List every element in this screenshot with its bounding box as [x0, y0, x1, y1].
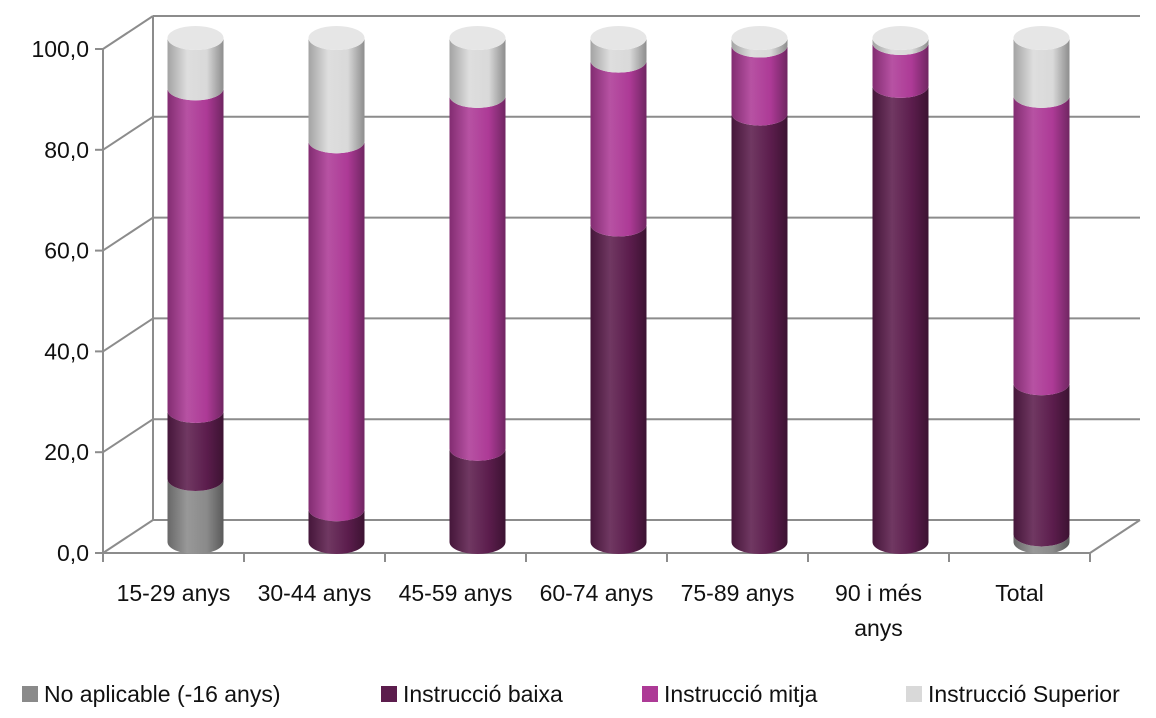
gridline-side-2: [102, 317, 154, 353]
bar-30-44-anys-instrucci-baixa: [308, 509, 365, 554]
x-tick-label: 15-29 anys: [117, 580, 231, 606]
bar-75-89-anys-instrucci-mitja: [731, 45, 788, 126]
bar-15-29-anys-instrucci-superior: [167, 38, 224, 101]
bar-60-74-anys-instrucci-superior-top: [590, 26, 647, 50]
bar-75-89-anys-instrucci-superior-top: [731, 26, 788, 50]
bars: [167, 26, 1070, 555]
x-tick-label: 60-74 anys: [540, 580, 654, 606]
legend-label-instrucci-mitja: Instrucció mitja: [664, 681, 818, 707]
bar-total-instrucci-superior: [1013, 38, 1070, 108]
y-tick-label: 20,0: [44, 439, 89, 465]
legend: No aplicable (-16 anys) Instrucció baixa I…: [22, 681, 1120, 707]
bar-75-89-anys-instrucci-baixa: [731, 113, 788, 554]
bar-90-i-m-s-anys-instrucci-mitja: [872, 43, 929, 98]
bar-75-89-anys-instrucci-superior: [731, 38, 788, 58]
x-tick-label-line: 45-59 anys: [399, 580, 513, 606]
bar-45-59-anys-instrucci-baixa: [449, 448, 506, 554]
bar-30-44-anys-instrucci-superior-top: [308, 26, 365, 50]
bar-45-59-anys-instrucci-mitja: [449, 95, 506, 461]
x-tick-label: 30-44 anys: [258, 580, 372, 606]
bar-15-29-anys-instrucci-mitja: [167, 88, 224, 423]
x-tick-label-line: anys: [854, 615, 903, 641]
bar-90-i-m-s-anys-instrucci-baixa: [872, 85, 929, 554]
y-axis-tick-labels: 0,0 20,0 40,0 60,0 80,0 100,0: [31, 36, 89, 566]
x-tick-label-line: 60-74 anys: [540, 580, 654, 606]
bar-15-29-anys-instrucci-baixa: [167, 410, 224, 491]
gridline-side-5: [102, 15, 154, 50]
bar-60-74-anys-instrucci-mitja: [590, 60, 647, 237]
legend-swatch-instrucci-mitja: [642, 686, 658, 702]
y-tick-label: 100,0: [31, 36, 89, 62]
bar-90-i-m-s-anys-instrucci-superior-top: [872, 26, 929, 50]
x-tick-label: 90 i més anys: [835, 580, 922, 641]
gridline-side-1: [102, 418, 154, 454]
gridline-side-0: [102, 519, 154, 554]
bar-total-instrucci-superior-top: [1013, 26, 1070, 50]
bar-total-instrucci-mitja: [1013, 95, 1070, 396]
legend-swatch-instrucci-superior: [906, 686, 922, 702]
legend-swatch-no-aplicable-16-anys: [22, 686, 38, 702]
bar-45-59-anys-instrucci-superior-top: [449, 26, 506, 50]
bar-60-74-anys-instrucci-superior: [590, 38, 647, 73]
legend-label-no-aplicable-16-anys: No aplicable (-16 anys): [44, 681, 281, 707]
legend-swatch-instrucci-baixa: [381, 686, 397, 702]
x-tick-label: 45-59 anys: [399, 580, 513, 606]
bar-45-59-anys-instrucci-superior: [449, 38, 506, 108]
x-tick-label-line: 75-89 anys: [681, 580, 795, 606]
bar-60-74-anys-instrucci-baixa: [590, 224, 647, 555]
floor-right-edge: [1089, 519, 1141, 554]
bar-90-i-m-s-anys-instrucci-superior: [872, 38, 929, 56]
x-axis-tick-labels: 15-29 anys 30-44 anys 45-59 anys 60-74 anys…: [117, 580, 1044, 641]
bar-15-29-anys-no-aplicable-16-anys: [167, 479, 224, 554]
bar-total-no-aplicable-16-anys: [1013, 534, 1070, 554]
x-tick-label-line: 15-29 anys: [117, 580, 231, 606]
y-tick-label: 0,0: [57, 540, 89, 566]
legend-label-instrucci-baixa: Instrucció baixa: [403, 681, 563, 707]
bar-30-44-anys-instrucci-superior: [308, 38, 365, 154]
x-tick-label: Total: [995, 580, 1044, 606]
bar-total-instrucci-baixa: [1013, 383, 1070, 547]
y-tick-label: 80,0: [44, 137, 89, 163]
x-tick-label-line: Total: [995, 580, 1044, 606]
bar-30-44-anys-instrucci-mitja: [308, 141, 365, 522]
y-tick-label: 40,0: [44, 338, 89, 364]
x-tick-label: 75-89 anys: [681, 580, 795, 606]
gridline-side-3: [102, 216, 154, 252]
y-tick-label: 60,0: [44, 238, 89, 264]
x-tick-label-line: 30-44 anys: [258, 580, 372, 606]
bar-15-29-anys-instrucci-superior-top: [167, 26, 224, 50]
x-tick-label-line: 90 i més: [835, 580, 922, 606]
legend-label-instrucci-superior: Instrucció Superior: [928, 681, 1120, 707]
gridline-side-4: [102, 115, 154, 151]
